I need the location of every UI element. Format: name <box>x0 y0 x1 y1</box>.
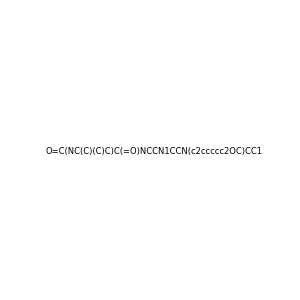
Text: O=C(NC(C)(C)C)C(=O)NCCN1CCN(c2ccccc2OC)CC1: O=C(NC(C)(C)C)C(=O)NCCN1CCN(c2ccccc2OC)C… <box>45 147 262 156</box>
